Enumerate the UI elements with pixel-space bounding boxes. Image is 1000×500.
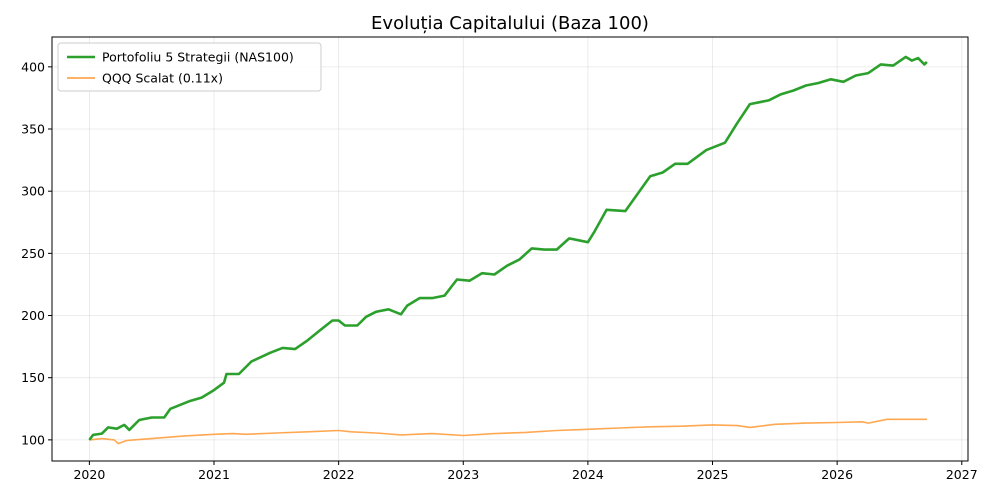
grid (52, 37, 968, 461)
x-tick-label: 2022 (323, 467, 355, 482)
plot-frame (51, 36, 969, 462)
axes: 2020 2021 2022 2023 2024 2025 2026 2027 100 150 20… (21, 59, 978, 482)
series-line-portfolio (88, 55, 928, 441)
series-line-qqq (89, 418, 927, 445)
x-tick-label: 2024 (572, 467, 604, 482)
chart-title: Evoluția Capitalului (Baza 100) (371, 13, 649, 34)
y-tick-label: 250 (21, 246, 45, 261)
x-tick-label: 2020 (73, 467, 105, 482)
y-tick-label: 150 (21, 370, 45, 385)
y-tick-label: 100 (21, 432, 45, 447)
legend-box (57, 42, 322, 92)
y-tick-label: 200 (21, 308, 45, 323)
y-tick-label: 300 (21, 184, 45, 199)
x-tick-label: 2023 (447, 467, 479, 482)
x-tick-label: 2026 (821, 467, 853, 482)
series-layer (88, 55, 928, 445)
legend-label-qqq: QQQ Scalat (0.11x) (102, 71, 223, 86)
y-tick-label: 400 (21, 59, 45, 74)
x-tick-label: 2021 (198, 467, 230, 482)
legend-label-portfolio: Portofoliu 5 Strategii (NAS100) (102, 50, 294, 65)
y-tick-label: 350 (21, 122, 45, 137)
x-tick-label: 2027 (946, 467, 978, 482)
legend: Portofoliu 5 Strategii (NAS100) QQQ Scal… (57, 42, 322, 92)
x-tick-label: 2025 (697, 467, 729, 482)
